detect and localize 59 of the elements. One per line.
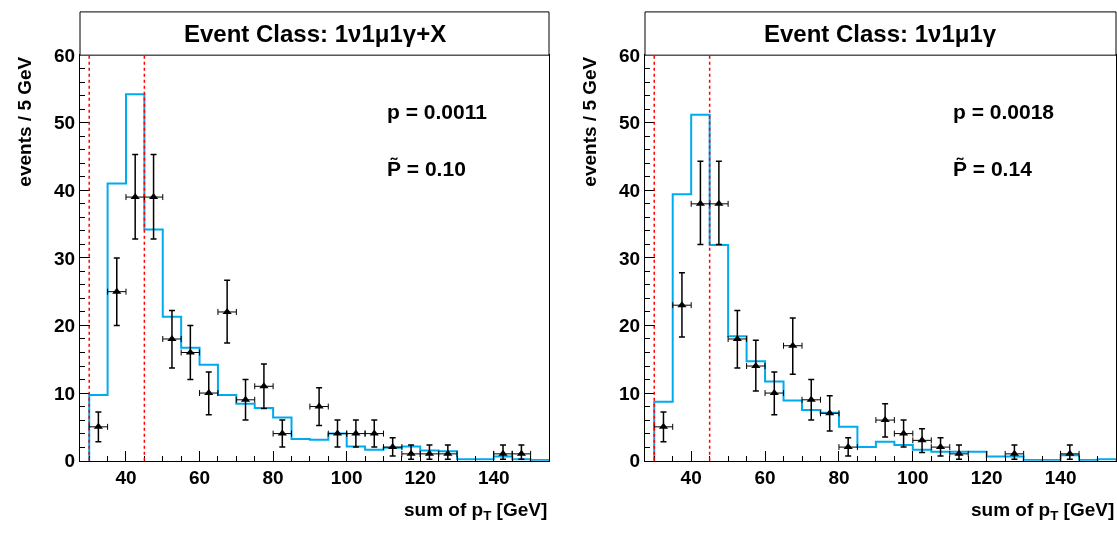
point: [112, 287, 122, 294]
x-axis-title: sum of p$_{T}$ [GeV]: [404, 499, 548, 523]
point: [751, 362, 761, 369]
point: [498, 449, 508, 456]
y-tick-label: 60: [54, 44, 76, 66]
y-tick-label: 20: [54, 315, 76, 337]
x-tick-label: 120: [404, 467, 437, 489]
point: [314, 402, 324, 409]
x-tick-label: 140: [1044, 467, 1077, 489]
point: [167, 334, 177, 341]
point: [277, 429, 287, 436]
y-tick-label: 0: [64, 450, 76, 472]
x-tick-label: 100: [896, 467, 929, 489]
annotation: P̃ = 0.14: [953, 157, 1033, 180]
y-tick-label: 40: [619, 179, 641, 201]
y-tick-label: 50: [619, 112, 641, 134]
y-tick-label: 40: [54, 179, 76, 201]
point: [843, 443, 853, 450]
x-tick-label: 60: [188, 467, 211, 489]
annotation: p = 0.0018: [953, 100, 1055, 123]
point: [222, 307, 232, 314]
point: [954, 449, 964, 456]
point: [714, 199, 724, 206]
y-tick-label: 30: [54, 247, 76, 269]
y-tick-label: 50: [54, 112, 76, 134]
y-tick-label: 60: [619, 44, 641, 66]
y-axis-title: events / 5 GeV: [579, 56, 601, 187]
point: [369, 429, 379, 436]
point: [1065, 449, 1075, 456]
point: [130, 193, 140, 200]
annotation: p = 0.0011: [387, 100, 488, 123]
x-tick-label: 60: [754, 467, 776, 489]
y-tick-label: 10: [54, 382, 76, 404]
point: [880, 416, 890, 423]
y-tick-label: 10: [619, 382, 641, 404]
x-axis-title: sum of p$_{T}$ [GeV]: [971, 499, 1115, 523]
point: [443, 449, 453, 456]
point: [732, 334, 742, 341]
point: [788, 341, 798, 348]
chart-title: Event Class: 1ν1μ1γ: [764, 20, 997, 47]
x-tick-label: 80: [828, 467, 850, 489]
point: [806, 395, 816, 402]
point: [388, 443, 398, 450]
x-tick-label: 120: [970, 467, 1003, 489]
y-tick-label: 20: [619, 315, 641, 337]
x-tick-label: 40: [680, 467, 702, 489]
x-tick-label: 100: [330, 467, 363, 489]
point: [769, 389, 779, 396]
chart-title: Event Class: 1ν1μ1γ+X: [184, 20, 447, 47]
x-tick-label: 80: [262, 467, 284, 489]
x-tick-label: 40: [115, 467, 137, 489]
x-tick-label: 140: [477, 467, 510, 489]
y-tick-label: 0: [629, 450, 641, 472]
annotation: P̃ = 0.10: [387, 157, 466, 180]
point: [351, 429, 361, 436]
point: [204, 389, 214, 396]
y-axis-title: events / 5 GeV: [14, 56, 36, 187]
point: [406, 449, 416, 456]
y-tick-label: 30: [619, 247, 641, 269]
